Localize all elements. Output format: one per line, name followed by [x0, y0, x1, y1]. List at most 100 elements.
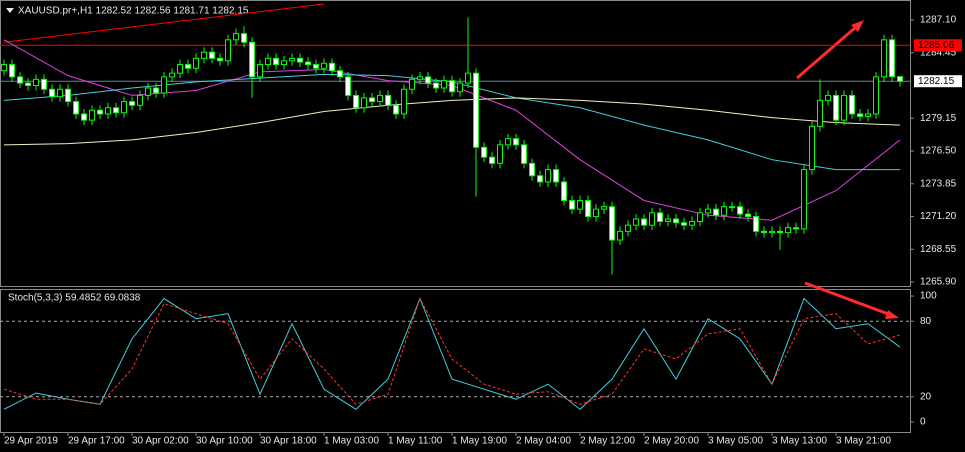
candle-body	[569, 199, 575, 210]
candle-body	[433, 82, 439, 89]
candle-body	[673, 218, 679, 224]
arrow-shaft	[804, 281, 892, 317]
arrow-shaft	[796, 25, 857, 80]
candle-body	[801, 169, 807, 230]
x-tick-label: 3 May 21:00	[836, 436, 891, 447]
menu-triangle	[6, 8, 14, 13]
candle-body	[9, 64, 15, 78]
y-tick-label: 1268.55	[920, 244, 957, 255]
candle-body	[169, 72, 175, 78]
candle-body	[777, 230, 783, 234]
y-tick-label: 1284.45	[920, 47, 957, 58]
candle-body	[769, 230, 775, 234]
indicator-line	[3, 39, 901, 221]
x-tick-label: 1 May 11:00	[388, 436, 443, 447]
candle-body	[57, 88, 63, 98]
candle-body	[145, 87, 151, 96]
candle-body	[785, 227, 791, 234]
candle-body	[249, 41, 255, 78]
candle-body	[513, 138, 519, 146]
candle-body	[289, 57, 295, 62]
candle-body	[841, 94, 847, 121]
candle-body	[241, 33, 247, 43]
candle-body	[657, 212, 663, 222]
candle-body	[161, 76, 167, 94]
candle-body	[689, 220, 695, 226]
x-tick-label: 2 May 20:00	[644, 436, 699, 447]
candle-body	[793, 227, 799, 230]
arrow-head	[885, 310, 899, 319]
candle-body	[321, 62, 327, 69]
candle-body	[625, 224, 631, 232]
candle-body	[17, 76, 23, 84]
candle-body	[361, 97, 367, 109]
x-tick-label: 2 May 12:00	[580, 436, 635, 447]
candle-body	[817, 99, 823, 127]
arrow-up	[796, 20, 864, 80]
candle-body	[281, 60, 287, 66]
alert-label-box	[914, 39, 962, 52]
candle-body	[457, 82, 463, 93]
candle-body	[105, 107, 111, 115]
candle-body	[441, 80, 447, 89]
candle-body	[257, 64, 263, 78]
candle-body	[641, 218, 647, 226]
candle-body	[121, 101, 127, 114]
candle-body	[377, 94, 383, 103]
candle-body	[49, 88, 55, 98]
candle-body	[209, 51, 215, 59]
candle-body	[489, 156, 495, 164]
candle-body	[401, 88, 407, 115]
candle-body	[577, 199, 583, 210]
candle-body	[705, 208, 711, 214]
candle-body	[185, 64, 191, 69]
indicator-title: Stoch(5,3,3) 59.4852 69.0838	[8, 293, 141, 304]
candle-body	[425, 76, 431, 84]
candle-body	[33, 78, 39, 87]
candle-body	[273, 57, 279, 66]
candle-body	[521, 144, 527, 164]
candle-body	[89, 109, 95, 121]
candle-body	[633, 218, 639, 226]
candle-body	[217, 57, 223, 62]
candle-body	[345, 76, 351, 96]
candle-body	[889, 39, 895, 78]
candle-body	[505, 138, 511, 146]
candle-body	[737, 206, 743, 215]
candle-body	[649, 212, 655, 226]
candle-body	[713, 208, 719, 216]
candle-body	[25, 82, 31, 87]
candle-body	[385, 94, 391, 106]
indicator-line	[3, 297, 901, 411]
candle-body	[481, 146, 487, 158]
candle-body	[529, 162, 535, 177]
indicator-line	[3, 297, 901, 405]
alert-label: 1285.06	[918, 40, 955, 51]
x-tick-label: 29 Apr 2019	[4, 436, 58, 447]
candle-body	[137, 94, 143, 106]
candle-body	[305, 61, 311, 66]
x-tick-label: 3 May 05:00	[708, 436, 763, 447]
candle-body	[729, 206, 735, 209]
candle-body	[449, 80, 455, 93]
trendline	[3, 3, 325, 43]
candle-body	[465, 72, 471, 84]
candle-body	[193, 57, 199, 69]
price-label-box	[914, 75, 962, 88]
y-tick-label: 1276.50	[920, 146, 957, 157]
x-tick-label: 30 Apr 02:00	[132, 436, 189, 447]
candle-body	[865, 113, 871, 117]
y-tick-label: 1287.10	[920, 15, 957, 26]
x-tick-label: 2 May 04:00	[516, 436, 571, 447]
candle-body	[849, 94, 855, 115]
y-tick-label: 1279.15	[920, 113, 957, 124]
candle-body	[881, 39, 887, 78]
x-tick-label: 30 Apr 10:00	[196, 436, 253, 447]
chart-title: XAUUSD.pr+,H1 1282.52 1282.56 1281.71 12…	[18, 6, 249, 17]
candle-body	[537, 175, 543, 183]
y-tick-label: 20	[920, 391, 932, 402]
candle-body	[129, 101, 135, 106]
candle-body	[593, 208, 599, 218]
x-tick-label: 3 May 13:00	[772, 436, 827, 447]
